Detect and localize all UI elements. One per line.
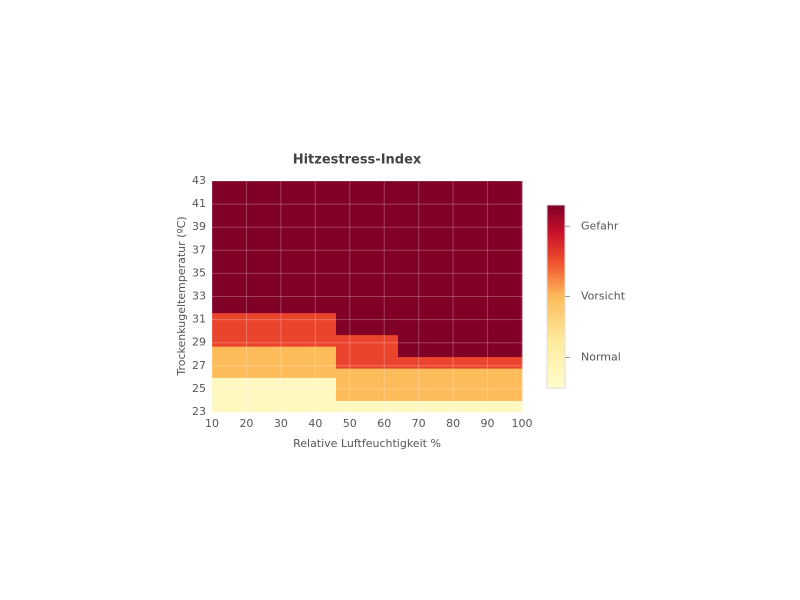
heatmap-cell [212,334,337,347]
heatmap-cell [398,312,523,336]
heatmap-cell [336,181,399,314]
y-tick-label: 41 [192,197,206,210]
y-tick-label: 31 [192,313,206,326]
y-tick-label: 43 [192,174,206,187]
y-tick-label: 35 [192,266,206,279]
y-axis-title: Trockenkugeltemperatur (ºC) [175,216,188,376]
colorbar-tick-label: Normal [581,351,621,364]
x-tick-label: 80 [446,417,460,430]
heatmap-cell [336,312,399,336]
colorbar [546,204,566,389]
colorbar-tick-label: Gefahr [581,219,619,232]
x-tick-label: 30 [274,417,288,430]
heatmap-cell [212,181,337,314]
y-tick-label: 29 [192,336,206,349]
colorbar-tick-label: Vorsicht [581,290,626,303]
heatmap-cell [398,356,523,369]
heatmap-cell [336,377,399,401]
x-tick-label: 70 [412,417,426,430]
x-tick-label: 100 [512,417,533,430]
heatmap-cell [212,400,337,413]
heatmap-cell [336,334,399,347]
y-tick-label: 27 [192,359,206,372]
x-tick-label: 90 [481,417,495,430]
heatmap-cell [212,377,337,401]
heatmap-cell [336,368,399,378]
heatmap-cell [398,181,523,314]
x-tick-label: 20 [239,417,253,430]
x-axis-title: Relative Luftfeuchtigkeit % [293,437,441,450]
heatmap-cell [336,356,399,369]
heatmap-cell [398,346,523,358]
heatmap-cell [336,346,399,358]
heatmap-cell [398,368,523,378]
heatmap-cell [212,356,337,369]
y-tick-label: 25 [192,382,206,395]
x-tick-label: 50 [343,417,357,430]
heatmap-cell [212,368,337,378]
heatmap-cell [212,312,337,336]
heatmap-cell [212,346,337,358]
x-tick-label: 60 [377,417,391,430]
heatmap-cell [336,400,399,413]
chart-title: Hitzestress-Index [293,153,422,168]
heatmap-cell [398,377,523,401]
y-tick-label: 23 [192,405,206,418]
heatmap-cell [398,400,523,413]
heatmap-cell [398,334,523,347]
x-tick-label: 40 [308,417,322,430]
y-tick-label: 37 [192,243,206,256]
y-tick-label: 39 [192,220,206,233]
x-tick-label: 10 [205,417,219,430]
y-tick-label: 33 [192,290,206,303]
